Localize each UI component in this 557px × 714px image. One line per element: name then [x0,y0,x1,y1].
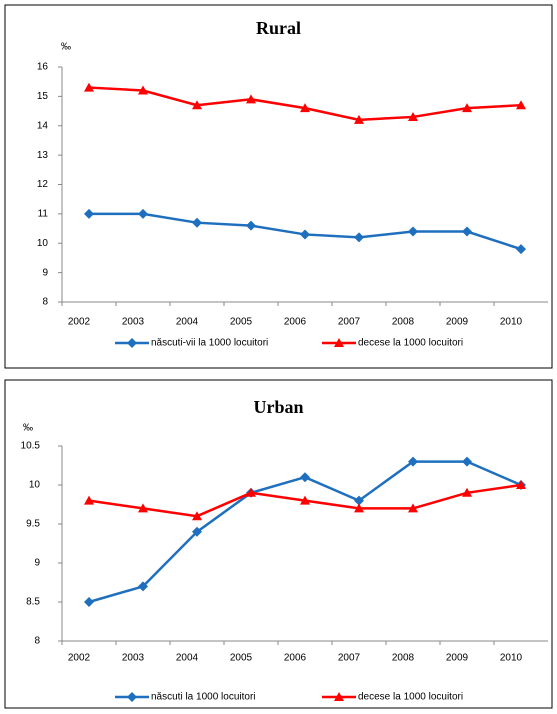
legend-marker [127,692,137,702]
point [516,480,526,489]
x-tick-label: 2003 [122,317,145,328]
x-tick-label: 2010 [500,317,523,328]
y-tick-label: 16 [37,62,49,73]
y-tick-label: 9 [34,558,40,569]
x-tick-label: 2008 [392,317,415,328]
legend-marker [334,338,344,347]
y-tick-label: 8.5 [26,597,40,608]
legend-label: născuti-vii la 1000 locuitori [151,338,268,349]
point [192,526,202,537]
point [462,103,472,113]
y-tick-label: 11 [38,209,49,220]
point [354,503,364,513]
point [462,226,472,237]
legend-label: decese la 1000 locuitori [358,338,463,349]
y-tick-label: 10.5 [21,441,41,452]
y-tick-label: 10 [29,480,41,491]
chart-frame [4,4,553,369]
y-tick-label: 9 [42,267,48,278]
point [354,495,364,506]
x-tick-label: 2008 [392,653,415,664]
point [300,472,310,483]
y-axis-label: ‰ [61,42,71,53]
point [300,495,310,505]
point [84,597,94,607]
point [354,114,364,124]
y-tick-label: 13 [37,150,49,161]
point [84,82,94,92]
x-tick-label: 2006 [284,653,307,664]
x-tick-label: 2009 [446,317,469,328]
x-tick-label: 2005 [230,317,253,328]
point [246,220,256,231]
x-tick-label: 2010 [500,653,523,664]
point [138,85,148,95]
point [84,495,94,505]
legend-marker [334,692,344,701]
point [516,244,526,255]
point [138,581,148,592]
x-tick-label: 2005 [230,653,253,664]
point [516,100,526,110]
point [300,229,310,240]
point [354,232,364,243]
y-tick-label: 8 [34,636,40,647]
point [138,503,148,513]
y-tick-label: 9.5 [26,519,40,530]
x-tick-label: 2007 [338,317,361,328]
series-line [88,460,522,604]
y-tick-label: 12 [37,179,49,190]
y-tick-label: 15 [37,91,49,102]
point [300,103,310,113]
y-tick-label: 8 [42,297,48,308]
y-tick-label: 10 [37,238,49,249]
point [192,217,202,228]
y-axis-label: ‰ [23,423,33,434]
chart-frame [4,379,553,709]
legend-marker [127,338,137,348]
x-tick-label: 2004 [176,653,199,664]
x-tick-label: 2002 [68,653,91,664]
point [408,226,418,237]
point [462,456,472,467]
point [246,94,256,104]
point [408,503,418,513]
chart-title: Rural [256,18,301,38]
x-tick-label: 2006 [284,317,307,328]
x-tick-label: 2002 [68,317,91,328]
point [408,456,418,467]
point [246,487,256,497]
x-tick-label: 2004 [176,317,199,328]
legend-label: decese la 1000 locuitori [358,692,463,703]
y-tick-label: 14 [37,120,49,131]
legend-label: născuti la 1000 locuitori [151,692,256,703]
point [462,487,472,497]
x-tick-label: 2007 [338,653,361,664]
point [408,111,418,121]
point [84,208,94,219]
x-tick-label: 2003 [122,653,145,664]
chart-title: Urban [253,397,303,417]
point [138,208,148,219]
point [192,511,202,521]
x-tick-label: 2009 [446,653,469,664]
point [192,100,202,110]
